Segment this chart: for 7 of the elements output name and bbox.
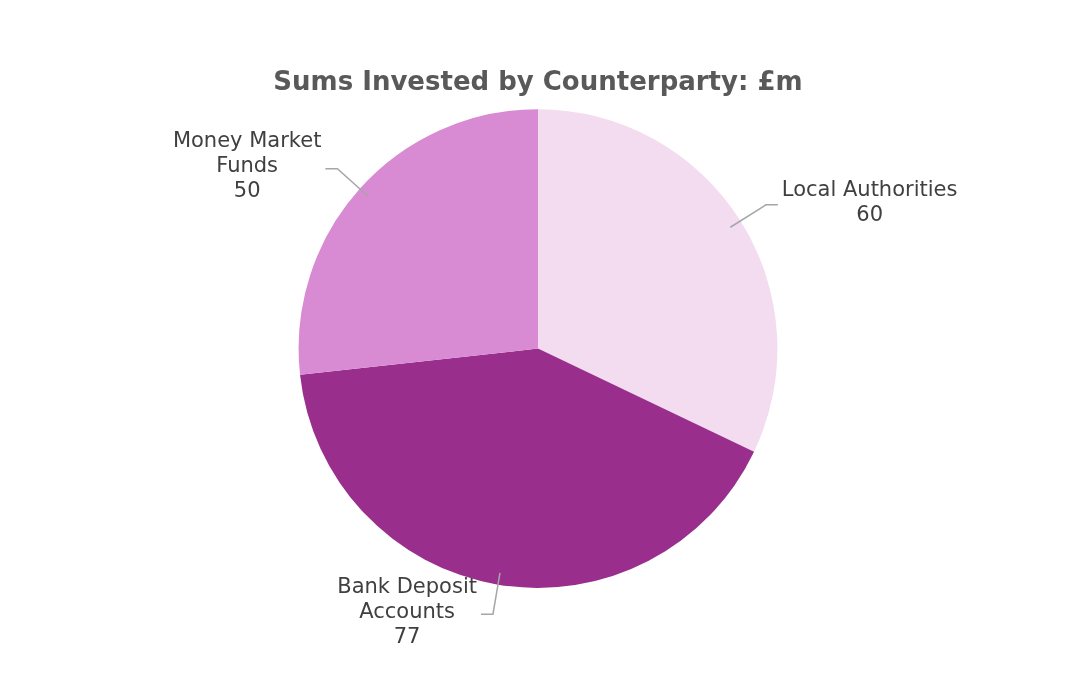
chart-title: Sums Invested by Counterparty: £m [273, 66, 803, 97]
data-label: 60 [856, 201, 883, 226]
slice-label: Bank Deposit Accounts [337, 573, 477, 623]
slice-label: Money Market Funds [172, 128, 322, 178]
slice-label: Local Authorities [781, 176, 958, 201]
data-label: 50 [233, 178, 261, 203]
data-label: 77 [393, 623, 421, 648]
